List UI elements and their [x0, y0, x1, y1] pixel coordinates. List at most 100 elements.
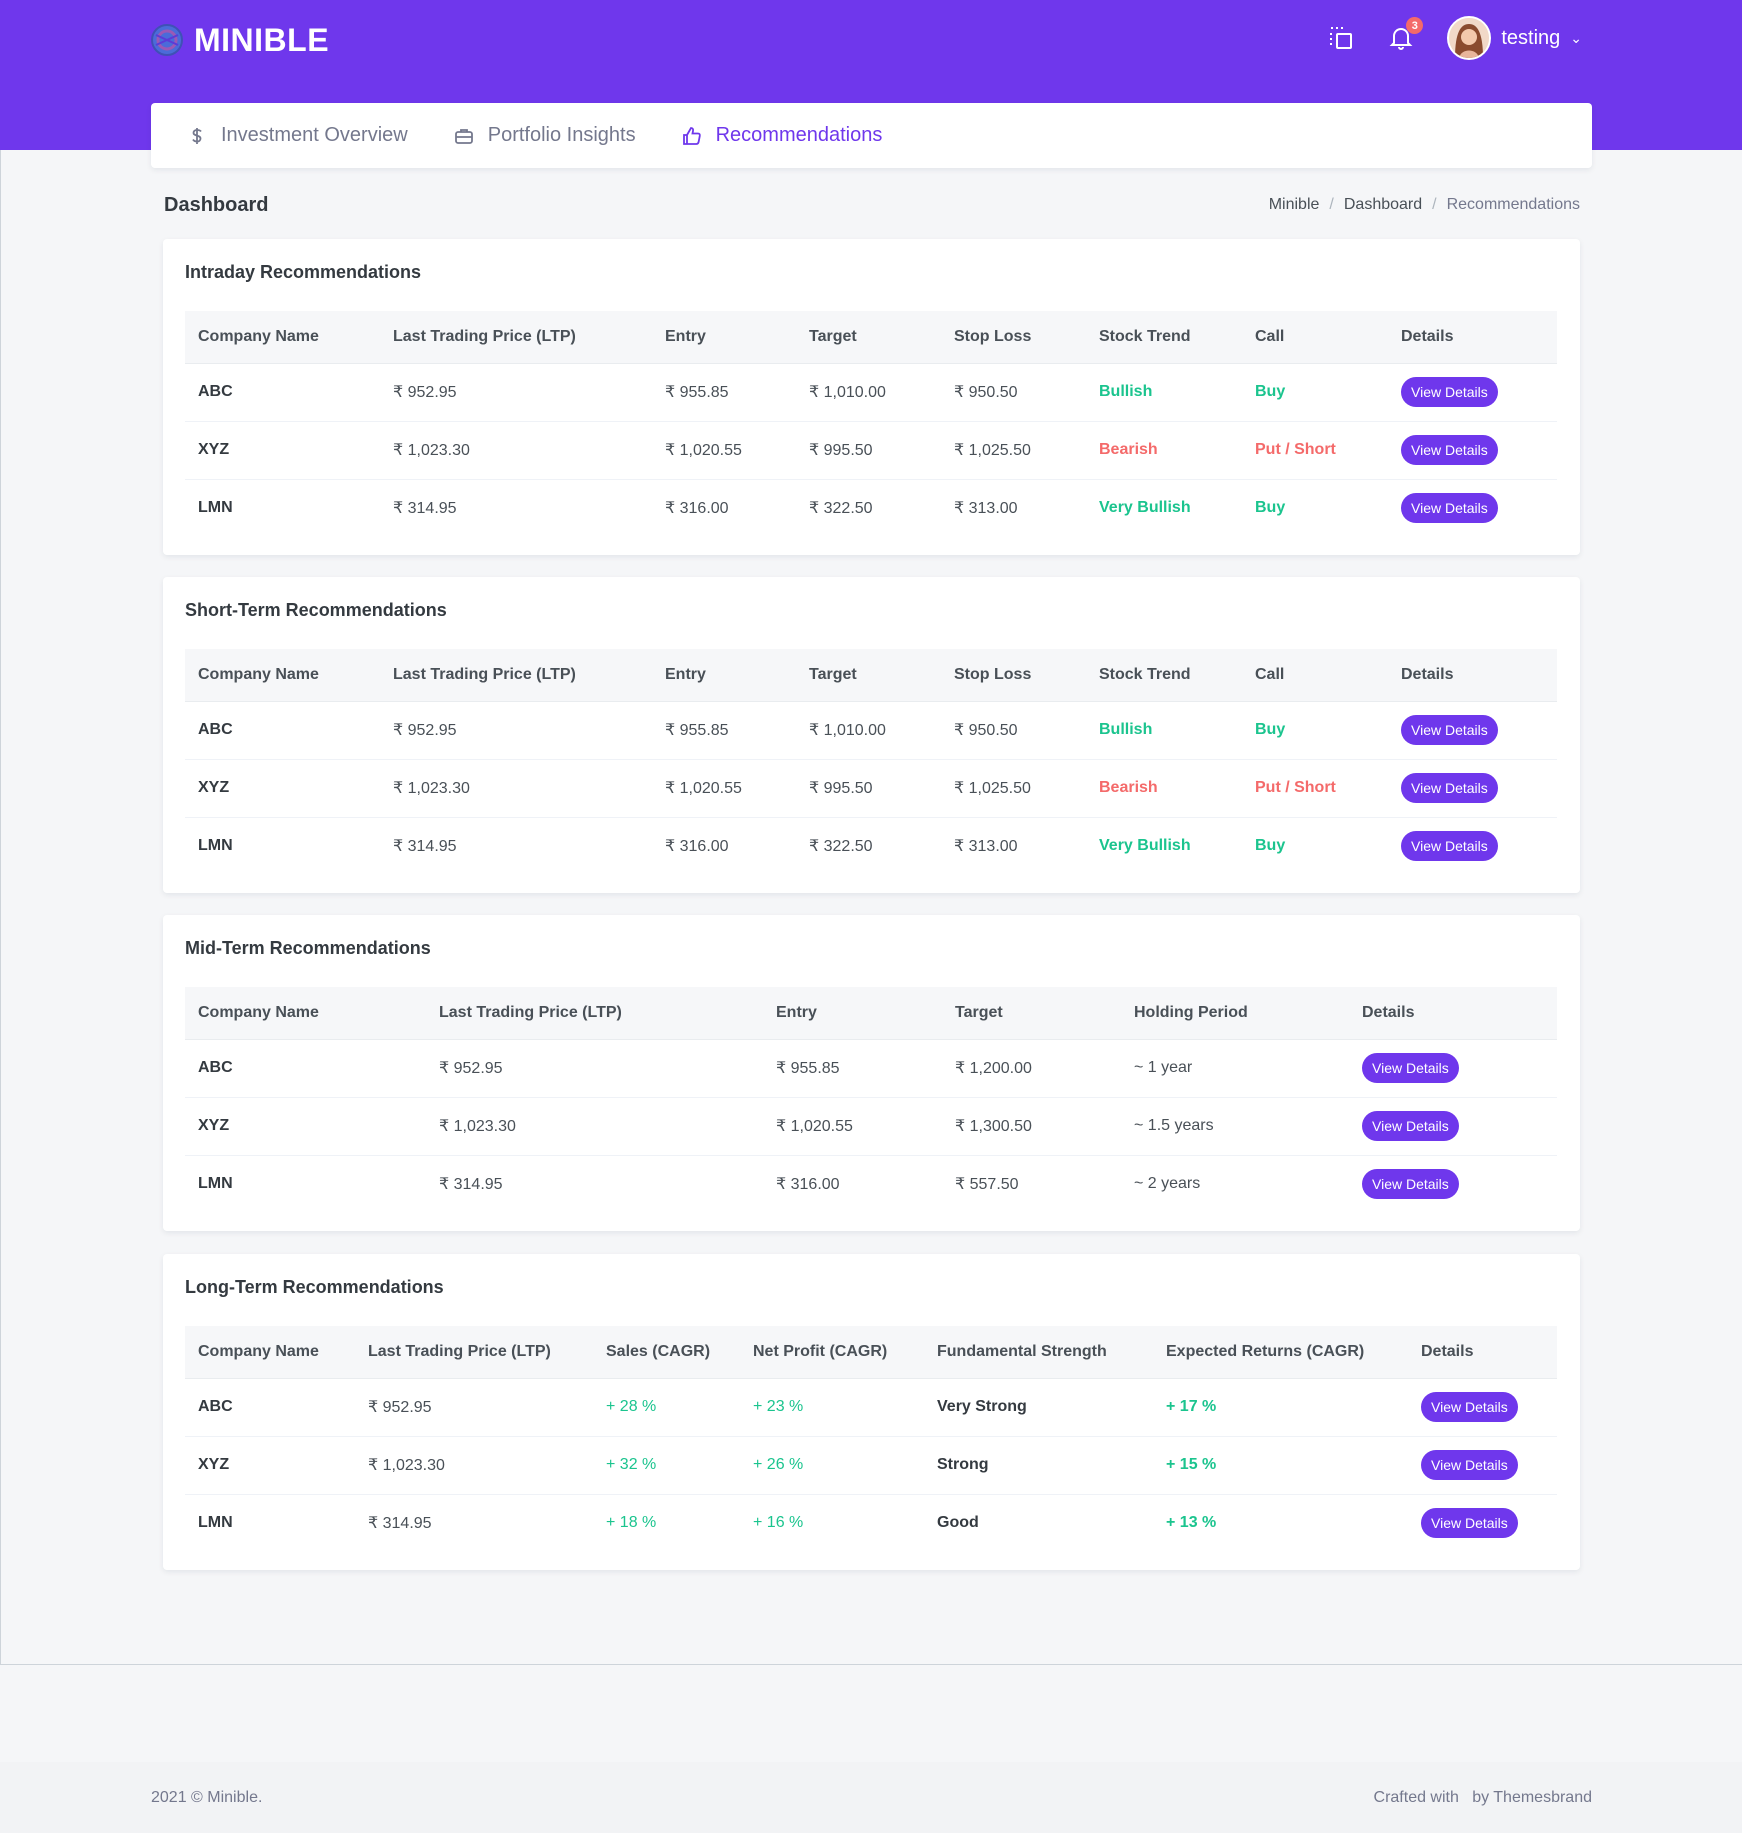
stop-loss-cell: ₹ 950.50 — [941, 700, 1086, 759]
target-cell: ₹ 995.50 — [796, 758, 941, 817]
user-menu[interactable]: testing ⌄ — [1447, 16, 1582, 60]
footer-credit: Crafted with by Themesbrand — [1373, 1788, 1592, 1806]
details-cell: View Details — [1388, 816, 1557, 875]
company-name: XYZ — [185, 758, 380, 817]
table-header-row: Company Name Last Trading Price (LTP) En… — [185, 649, 1557, 701]
column-header: Stop Loss — [954, 327, 1032, 345]
entry-cell: ₹ 1,020.55 — [652, 420, 796, 479]
notifications-bell-icon[interactable]: 3 — [1387, 17, 1424, 52]
details-cell: View Details — [1349, 1096, 1557, 1155]
column-header: Net Profit (CAGR) — [753, 1342, 888, 1360]
breadcrumb: Minible / Dashboard / Recommendations — [1269, 196, 1580, 214]
breadcrumb-link[interactable]: Dashboard — [1343, 196, 1423, 213]
column-header: Details — [1401, 327, 1454, 345]
details-cell: View Details — [1388, 362, 1557, 421]
entry-cell: ₹ 316.00 — [652, 816, 796, 875]
stock-trend-cell: Bullish — [1086, 700, 1242, 759]
entry-cell: ₹ 316.00 — [652, 478, 796, 537]
expected-returns-cell: + 13 % — [1153, 1493, 1408, 1552]
column-header: Stock Trend — [1099, 665, 1191, 683]
column-header: Company Name — [198, 1003, 319, 1021]
call-cell: Buy — [1242, 700, 1388, 759]
column-header: Entry — [665, 665, 706, 683]
column-header: Stock Trend — [1099, 327, 1191, 345]
nav-item-recommendations[interactable]: Recommendations — [682, 124, 882, 147]
view-details-button[interactable]: View Details — [1401, 493, 1498, 524]
stop-loss-cell: ₹ 313.00 — [941, 816, 1086, 875]
briefcase-icon — [454, 128, 473, 144]
details-cell: View Details — [1388, 700, 1557, 759]
table-row: LMN ₹ 314.95 ₹ 316.00 ₹ 322.50 ₹ 313.00 … — [185, 478, 1557, 537]
card-title: Long-Term Recommendations — [185, 1277, 444, 1297]
table-header-row: Company Name Last Trading Price (LTP) Sa… — [185, 1326, 1557, 1378]
footer: 2021 © Minible. Crafted with by Themesbr… — [0, 1762, 1742, 1833]
page-header: Dashboard Minible / Dashboard / Recommen… — [164, 188, 1580, 222]
view-details-button[interactable]: View Details — [1421, 1508, 1518, 1539]
card-title: Intraday Recommendations — [185, 262, 422, 282]
fundamental-strength-cell: Very Strong — [924, 1377, 1153, 1436]
company-name: LMN — [185, 1154, 426, 1213]
ltp-cell: ₹ 1,023.30 — [380, 758, 652, 817]
details-cell: View Details — [1388, 758, 1557, 817]
view-details-button[interactable]: View Details — [1421, 1450, 1518, 1480]
grid-apps-icon[interactable] — [1327, 24, 1355, 52]
column-header: Stop Loss — [954, 665, 1032, 683]
view-details-button[interactable]: View Details — [1362, 1169, 1459, 1200]
table-row: LMN ₹ 314.95 ₹ 316.00 ₹ 557.50 ~ 2 years… — [185, 1154, 1557, 1213]
net-profit-cagr-cell: + 26 % — [740, 1435, 924, 1494]
long-term-table: Company Name Last Trading Price (LTP) Sa… — [185, 1326, 1557, 1552]
view-details-button[interactable]: View Details — [1362, 1111, 1459, 1141]
ltp-cell: ₹ 1,023.30 — [426, 1096, 763, 1155]
intraday-table: Company Name Last Trading Price (LTP) En… — [185, 311, 1557, 537]
table-header-row: Company Name Last Trading Price (LTP) En… — [185, 311, 1557, 363]
ltp-cell: ₹ 314.95 — [355, 1493, 593, 1552]
stock-trend-cell: Very Bullish — [1086, 816, 1242, 875]
intraday-card: Intraday Recommendations Company Name La… — [163, 239, 1580, 555]
company-name: ABC — [185, 1377, 355, 1436]
brand-name: MINIBLE — [194, 21, 330, 58]
long-term-card: Long-Term Recommendations Company Name L… — [163, 1254, 1580, 1570]
details-cell: View Details — [1408, 1435, 1557, 1494]
entry-cell: ₹ 1,020.55 — [652, 758, 796, 817]
ltp-cell: ₹ 952.95 — [380, 700, 652, 759]
avatar — [1447, 16, 1492, 60]
call-cell: Put / Short — [1242, 758, 1388, 817]
target-cell: ₹ 1,010.00 — [796, 362, 941, 421]
entry-cell: ₹ 955.85 — [652, 700, 796, 759]
ltp-cell: ₹ 952.95 — [380, 362, 652, 421]
nav-item-investment-overview[interactable]: Investment Overview — [187, 124, 408, 147]
view-details-button[interactable]: View Details — [1401, 773, 1498, 803]
company-name: LMN — [185, 478, 380, 537]
column-header: Details — [1401, 665, 1454, 683]
details-cell: View Details — [1349, 1154, 1557, 1213]
target-cell: ₹ 322.50 — [796, 478, 941, 537]
view-details-button[interactable]: View Details — [1401, 831, 1498, 862]
dollar-icon — [192, 127, 202, 144]
notification-badge: 3 — [1406, 17, 1424, 34]
nav-item-portfolio-insights[interactable]: Portfolio Insights — [454, 124, 636, 147]
mid-term-card: Mid-Term Recommendations Company Name La… — [163, 915, 1580, 1231]
view-details-button[interactable]: View Details — [1401, 715, 1498, 745]
nav-label: Investment Overview — [221, 124, 408, 146]
table-row: XYZ ₹ 1,023.30 ₹ 1,020.55 ₹ 995.50 ₹ 1,0… — [185, 420, 1557, 479]
view-details-button[interactable]: View Details — [1401, 377, 1498, 407]
view-details-button[interactable]: View Details — [1362, 1053, 1459, 1083]
sales-cagr-cell: + 32 % — [593, 1435, 740, 1494]
holding-period-cell: ~ 2 years — [1121, 1154, 1349, 1213]
short-term-table: Company Name Last Trading Price (LTP) En… — [185, 649, 1557, 875]
ltp-cell: ₹ 314.95 — [380, 478, 652, 537]
view-details-button[interactable]: View Details — [1401, 435, 1498, 465]
column-header: Target — [809, 327, 857, 345]
details-cell: View Details — [1388, 420, 1557, 479]
column-header: Target — [809, 665, 857, 683]
view-details-button[interactable]: View Details — [1421, 1392, 1518, 1422]
brand[interactable]: MINIBLE — [150, 20, 329, 60]
table-row: ABC ₹ 952.95 ₹ 955.85 ₹ 1,010.00 ₹ 950.5… — [185, 700, 1557, 759]
fundamental-strength-cell: Strong — [924, 1435, 1153, 1494]
company-name: XYZ — [185, 1096, 426, 1155]
column-header: Target — [955, 1003, 1003, 1021]
table-row: ABC ₹ 952.95 ₹ 955.85 ₹ 1,010.00 ₹ 950.5… — [185, 362, 1557, 421]
company-name: LMN — [185, 1493, 355, 1552]
card-title: Short-Term Recommendations — [185, 600, 447, 620]
breadcrumb-link[interactable]: Minible — [1268, 196, 1320, 213]
